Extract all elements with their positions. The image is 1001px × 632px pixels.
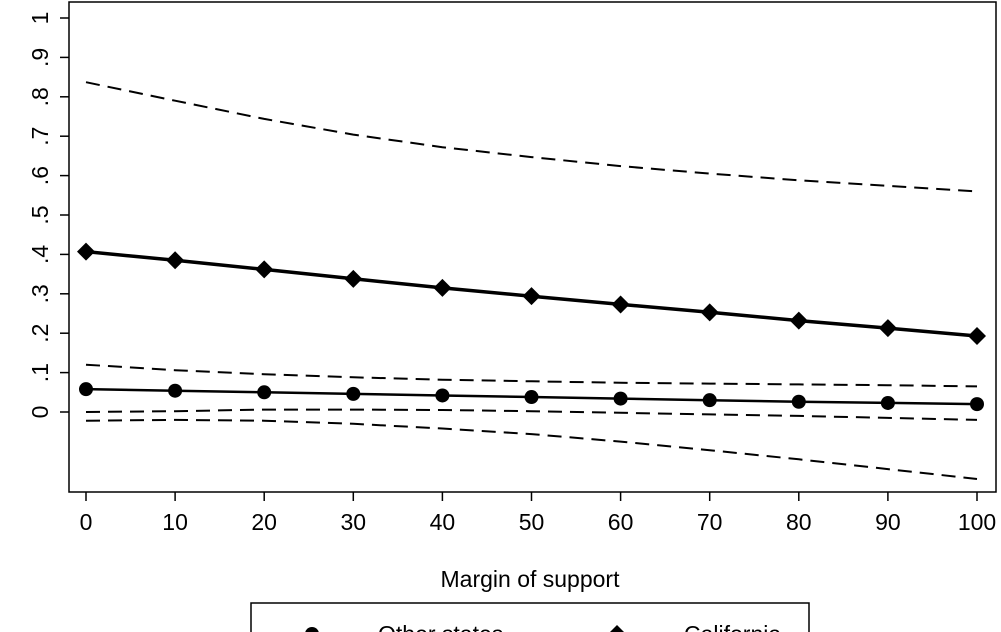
other-states-point [79,382,93,397]
california-ci-lower-line [85,418,978,480]
legend: Other states California [250,602,810,632]
other-states-point [702,393,717,408]
california-point [878,319,897,338]
other-states-point [613,391,628,406]
california-point [700,303,719,322]
y-tick-label: .1 [27,363,53,382]
california-point [968,326,986,345]
data-markers [77,242,986,412]
california-point [166,251,185,270]
other-states-point [346,386,361,401]
legend-label-california: California [684,621,781,632]
y-tick-label: .8 [27,87,53,106]
y-tick-label: .4 [27,245,53,264]
x-tick-label: 100 [958,509,996,535]
california-point [433,278,452,297]
other-states-point [880,395,895,410]
other-states-ci-lower-line [85,408,978,421]
y-tick-label: .9 [27,48,53,67]
other-states-point [524,390,539,405]
legend-marker-other-states [305,627,319,632]
x-tick-label: 70 [697,509,723,535]
other-states-point [168,383,183,398]
x-tick-label: 90 [875,509,901,535]
california-point [77,242,95,261]
x-tick-label: 10 [162,509,188,535]
y-tick-label: 0 [27,406,53,419]
other-states-ci-upper-line [85,363,978,388]
california-point [344,269,363,288]
x-tick-label: 80 [786,509,812,535]
california-point [255,260,274,279]
confidence-interval-lines [85,81,978,480]
other-states-point [257,385,272,400]
y-tick-label: .7 [27,127,53,146]
y-tick-label: .6 [27,166,53,185]
y-tick-label: .2 [27,324,53,343]
x-tick-label: 50 [519,509,545,535]
x-tick-label: 60 [608,509,634,535]
y-tick-label: .3 [27,284,53,303]
california-point [789,311,808,330]
x-tick-label: 20 [251,509,277,535]
x-tick-label: 40 [430,509,456,535]
legend-marker-california [610,625,624,632]
other-states-point [970,397,984,412]
x-tick-label: 30 [341,509,367,535]
plot-frame [68,1,997,493]
california-point [611,295,630,314]
california-point [522,287,541,306]
x-tick-label: 0 [80,509,93,535]
y-tick-label: .5 [27,205,53,224]
x-axis-label: Margin of support [441,566,621,592]
legend-frame [250,602,810,632]
x-axis: 0 10 20 30 40 50 60 70 80 90 100 [80,492,996,535]
legend-label-other-states: Other states [378,621,503,632]
other-states-point [435,388,450,403]
other-states-point [791,394,806,409]
california-ci-upper-line [85,81,978,193]
y-tick-label: 1 [27,12,53,25]
y-axis: 0 .1 .2 .3 .4 .5 .6 .7 .8 .9 1 [27,12,69,419]
